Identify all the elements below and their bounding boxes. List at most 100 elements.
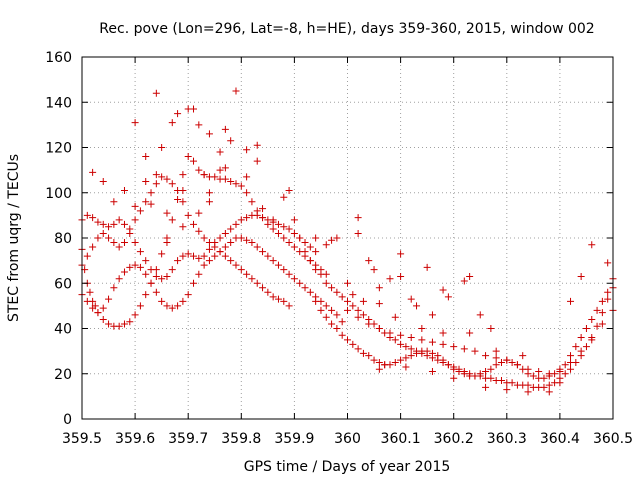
data-point-marker	[131, 311, 139, 319]
data-point-marker	[168, 304, 176, 312]
data-point-marker	[413, 349, 421, 357]
data-point-marker	[168, 119, 176, 127]
data-point-marker	[131, 261, 139, 269]
data-point-marker	[428, 349, 436, 357]
data-point-marker	[312, 297, 320, 305]
data-point-marker	[397, 272, 405, 280]
data-point-marker	[567, 352, 575, 360]
data-point-marker	[211, 173, 219, 181]
data-point-marker	[280, 297, 288, 305]
x-tick-label: 360.4	[540, 431, 580, 447]
data-point-marker	[359, 297, 367, 305]
data-point-marker	[439, 286, 447, 294]
data-point-marker	[572, 343, 580, 351]
data-point-marker	[195, 209, 203, 217]
data-point-marker	[142, 291, 150, 299]
data-point-marker	[545, 388, 553, 396]
data-point-marker	[428, 311, 436, 319]
data-point-marker	[131, 202, 139, 210]
y-tick-label: 20	[54, 367, 72, 383]
data-point-marker	[508, 358, 516, 366]
data-point-marker	[354, 345, 362, 353]
data-point-marker	[365, 257, 373, 265]
data-point-marker	[147, 266, 155, 274]
data-point-marker	[142, 257, 150, 265]
data-point-marker	[338, 331, 346, 339]
data-point-marker	[205, 245, 213, 253]
x-tick-label: 360	[334, 431, 361, 447]
data-point-marker	[190, 220, 198, 228]
data-point-marker	[588, 336, 596, 344]
data-point-marker	[105, 295, 113, 303]
data-point-marker	[142, 270, 150, 278]
data-point-marker	[285, 225, 293, 233]
data-point-marker	[381, 361, 389, 369]
data-point-marker	[221, 243, 229, 251]
data-point-marker	[333, 234, 341, 242]
data-point-marker	[407, 352, 415, 360]
data-point-marker	[83, 252, 91, 260]
data-point-marker	[211, 239, 219, 247]
data-point-marker	[221, 164, 229, 172]
data-point-marker	[195, 166, 203, 174]
data-point-marker	[290, 243, 298, 251]
data-point-marker	[200, 261, 208, 269]
data-point-marker	[306, 257, 314, 265]
data-point-marker	[237, 234, 245, 242]
data-point-marker	[540, 374, 548, 382]
data-point-marker	[450, 365, 458, 373]
chart-title: Rec. pove (Lon=296, Lat=-8, h=HE), days …	[99, 21, 594, 37]
data-point-marker	[290, 229, 298, 237]
data-point-marker	[274, 295, 282, 303]
data-point-marker	[471, 347, 479, 355]
data-point-marker	[253, 211, 261, 219]
data-point-marker	[163, 272, 171, 280]
data-point-marker	[344, 336, 351, 344]
x-tick-label: 360.5	[593, 431, 633, 447]
x-tick-label: 360.3	[487, 431, 527, 447]
data-point-marker	[460, 277, 468, 285]
data-point-marker	[359, 349, 367, 357]
data-point-marker	[126, 263, 134, 271]
data-point-marker	[120, 220, 128, 228]
data-point-marker	[402, 363, 410, 371]
data-point-marker	[269, 257, 277, 265]
data-point-marker	[407, 334, 415, 342]
data-point-marker	[184, 211, 192, 219]
data-point-marker	[83, 211, 91, 219]
data-point-marker	[243, 236, 251, 244]
x-tick-label: 359.9	[274, 431, 314, 447]
data-point-marker	[232, 220, 240, 228]
data-point-marker	[174, 196, 182, 204]
data-point-marker	[296, 234, 304, 242]
data-point-marker	[407, 345, 415, 353]
data-point-marker	[391, 358, 399, 366]
data-point-marker	[482, 352, 490, 360]
data-point-marker	[306, 243, 314, 251]
data-point-marker	[168, 216, 176, 224]
data-point-marker	[524, 365, 532, 373]
data-point-marker	[237, 216, 245, 224]
data-point-marker	[439, 329, 447, 337]
data-point-marker	[476, 370, 484, 378]
data-point-marker	[147, 200, 155, 208]
x-tick-labels: 359.5 359.6 359.7 359.8 359.9 360 360.1 360.2 36…	[62, 431, 633, 447]
data-point-marker	[184, 153, 192, 161]
data-point-marker	[99, 229, 107, 237]
data-point-marker	[86, 288, 94, 296]
data-point-marker	[524, 381, 532, 389]
data-point-marker	[418, 325, 426, 332]
data-point-marker	[598, 297, 606, 305]
data-point-marker	[604, 259, 612, 267]
axis-ticks	[81, 56, 614, 420]
data-point-marker	[280, 234, 288, 242]
data-point-marker	[497, 377, 505, 385]
data-point-marker	[274, 229, 282, 237]
data-point-marker	[179, 223, 187, 231]
data-point-marker	[274, 220, 282, 228]
data-point-marker	[158, 297, 166, 305]
data-point-marker	[163, 175, 171, 183]
data-point-marker	[253, 157, 261, 165]
data-point-marker	[476, 311, 484, 319]
data-point-marker	[136, 207, 144, 215]
